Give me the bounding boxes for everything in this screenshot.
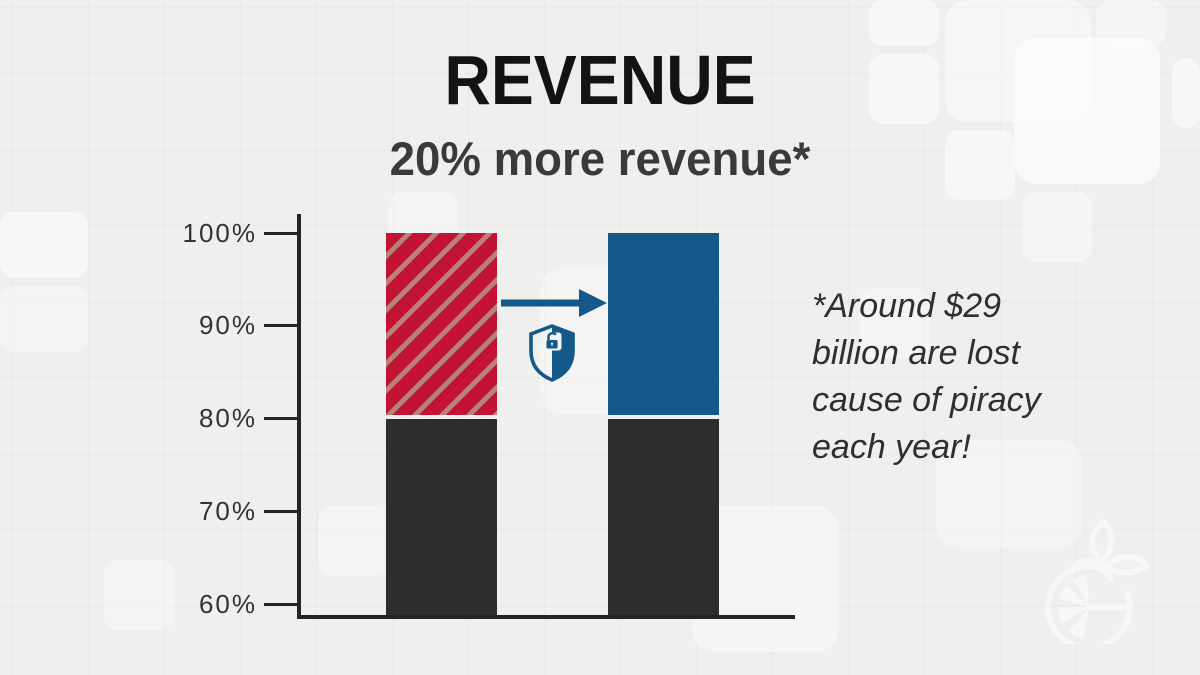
page-title: REVENUE: [444, 41, 756, 119]
y-axis-tick-mark: [264, 324, 300, 328]
shield-lock-icon: [529, 324, 575, 382]
background-square: [1172, 58, 1200, 128]
y-axis-tick: 100%: [140, 218, 300, 248]
y-axis-tick-mark: [264, 602, 300, 606]
background-square: [860, 288, 930, 358]
y-axis-tick-label: 70%: [198, 495, 257, 526]
background-square: [1096, 0, 1166, 46]
y-axis-tick-label: 90%: [198, 310, 257, 341]
annotation-line: billion are lost: [812, 334, 1020, 372]
revenue-with-protection--retained-revenue: [608, 418, 719, 615]
background-square: [869, 54, 939, 124]
y-axis-tick: 70%: [140, 496, 300, 526]
y-axis-tick-mark: [264, 509, 300, 513]
background-square: [104, 560, 174, 630]
background-square: [0, 286, 88, 352]
background-square: [1022, 192, 1092, 262]
y-axis-tick-label: 60%: [198, 588, 257, 619]
y-axis-tick: 60%: [140, 589, 300, 619]
page-subtitle: 20% more revenue*: [389, 132, 811, 185]
annotation-line: cause of piracy: [812, 381, 1041, 419]
background-square: [1014, 38, 1160, 184]
background-square: [936, 440, 1082, 548]
y-axis-tick: 90%: [140, 310, 300, 341]
revenue-without-protection--revenue-lost-to-piracy: [386, 233, 497, 415]
annotation-line: *Around $29: [812, 287, 1002, 325]
revenue-without-protection--retained-revenue: [386, 418, 497, 615]
y-axis-tick-label: 80%: [198, 403, 257, 433]
y-axis-line: [297, 214, 301, 619]
background-square: [0, 212, 88, 278]
revenue-with-protection--protected-extra-revenue: [608, 233, 719, 415]
annotation-line: each year!: [812, 428, 971, 466]
background-square: [945, 130, 1015, 200]
x-axis-line: [297, 615, 795, 619]
y-axis-tick: 80%: [140, 403, 300, 434]
y-axis-tick-label: 100%: [182, 217, 257, 248]
citrus-g-logo: [1045, 518, 1151, 644]
y-axis-tick-mark: [264, 417, 300, 420]
background-square: [318, 506, 388, 576]
background-square: [869, 0, 939, 46]
y-axis-tick-mark: [264, 231, 300, 235]
annotation-note: *Around $29 billion are lost cause of pi…: [812, 283, 1172, 471]
arrow-right-icon: [501, 289, 607, 317]
